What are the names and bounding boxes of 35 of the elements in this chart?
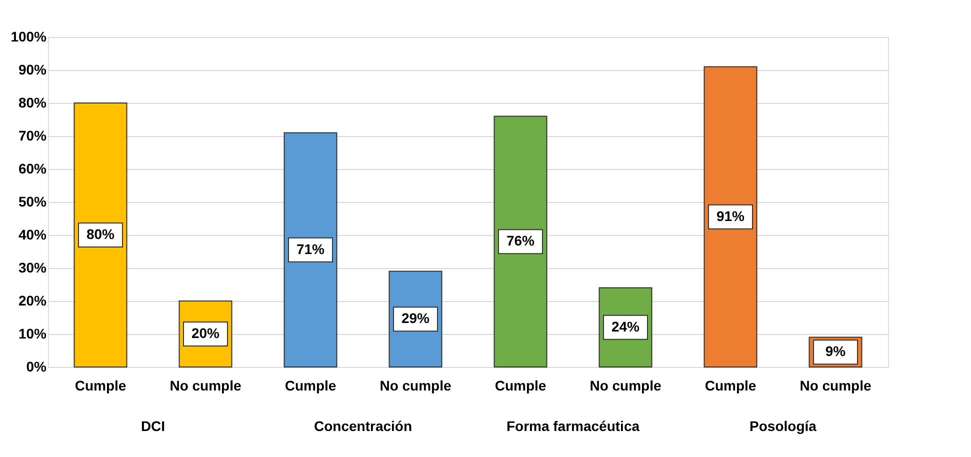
bar — [284, 132, 338, 368]
y-tick-label: 40% — [18, 226, 48, 242]
data-label: 24% — [611, 318, 640, 334]
y-tick-label: 10% — [18, 326, 48, 342]
y-tick-label: 80% — [18, 94, 48, 110]
data-label: 71% — [296, 240, 326, 257]
y-tick-label: 50% — [18, 194, 48, 210]
text: DCI — [140, 418, 166, 434]
x-tick-label: Cumple — [704, 378, 756, 394]
x-tick-label: Cumple — [494, 378, 546, 394]
text: Forma farmacéutica — [506, 418, 640, 434]
data-label: 9% — [825, 343, 846, 360]
x-tick-label: Cumple — [74, 378, 126, 394]
y-tick-label: 90% — [18, 62, 48, 78]
text: Posología — [750, 418, 817, 434]
y-tick-label: 70% — [18, 128, 48, 144]
text: Concentración — [314, 418, 412, 434]
bar — [74, 102, 128, 368]
x-tick-label: No cumple — [800, 378, 872, 394]
data-label: 80% — [86, 226, 116, 242]
y-tick-label: 30% — [18, 260, 48, 276]
data-label: 76% — [506, 232, 536, 249]
y-tick-label: 20% — [18, 292, 48, 308]
data-label: 91% — [716, 208, 746, 224]
data-label: 20% — [191, 325, 220, 341]
y-tick-label: 60% — [18, 160, 48, 176]
x-tick-label: Cumple — [284, 378, 336, 394]
bar — [704, 66, 758, 368]
data-label: 29% — [401, 310, 430, 326]
bar — [494, 116, 548, 368]
x-tick-label: No cumple — [170, 378, 242, 394]
y-tick-label: 100% — [10, 28, 48, 44]
y-tick-label: 0% — [26, 358, 48, 374]
x-tick-label: No cumple — [380, 378, 452, 394]
x-tick-label: No cumple — [590, 378, 662, 394]
